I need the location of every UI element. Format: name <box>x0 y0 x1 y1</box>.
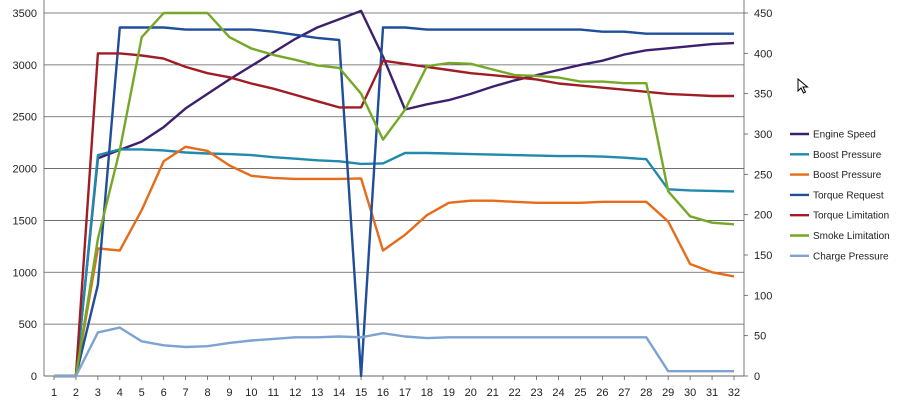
x-axis-ticks: 1 2 3 4 5 6 7 8 9 10 11 12 13 14 15 16 17 18 19 20 21 22 23 24 2… <box>51 376 740 399</box>
y-right-tick-label: 0 <box>754 371 760 383</box>
legend: Engine Speed Boost Pressure Boost Pressure… <box>790 130 890 262</box>
y-right-tick-label: 350 <box>754 89 772 101</box>
series-line-2 <box>54 148 735 378</box>
x-tick-label: 18 <box>421 387 433 399</box>
y-right-tick-label: 300 <box>754 129 772 141</box>
x-tick-label: 7 <box>183 387 189 399</box>
x-tick-label: 11 <box>268 387 279 399</box>
y-left-tick-label: 2500 <box>13 112 37 124</box>
x-tick-label: 1 <box>51 387 57 399</box>
mouse-cursor-icon <box>797 78 809 94</box>
x-tick-label: 24 <box>552 387 564 399</box>
x-tick-label: 28 <box>640 387 652 399</box>
y-left-tick-label: 3000 <box>13 60 37 72</box>
y-right-tick-label: 200 <box>754 210 772 222</box>
y-left-tick-label: 500 <box>19 319 37 331</box>
y-left-tick-label: 2000 <box>13 164 37 176</box>
x-tick-label: 8 <box>204 387 210 399</box>
y-right-tick-label: 50 <box>754 331 766 343</box>
x-tick-label: 29 <box>662 387 674 399</box>
x-tick-label: 5 <box>139 387 145 399</box>
y-right-tick-label: 100 <box>754 290 772 302</box>
y-left-tick-label: 0 <box>31 371 37 383</box>
y-axis-right-ticks: 0 50 100 150 200 250 300 350 400 450 <box>754 8 772 383</box>
y-left-tick-label: 3500 <box>13 8 37 20</box>
x-tick-label: 27 <box>618 387 630 399</box>
x-tick-label: 15 <box>355 387 367 399</box>
series-line-3 <box>54 145 735 378</box>
x-tick-label: 31 <box>706 387 718 399</box>
y-right-tick-label: 250 <box>754 169 772 181</box>
x-tick-label: 26 <box>596 387 608 399</box>
series-line-1 <box>54 9 735 378</box>
x-tick-label: 3 <box>95 387 101 399</box>
legend-label: Smoke Limitation <box>813 231 890 242</box>
x-tick-label: 25 <box>574 387 586 399</box>
x-tick-label: 23 <box>530 387 542 399</box>
x-tick-label: 14 <box>333 387 345 399</box>
x-tick-label: 12 <box>289 387 301 399</box>
series-lines <box>54 9 735 378</box>
x-tick-label: 9 <box>226 387 232 399</box>
x-tick-label: 21 <box>487 387 499 399</box>
y-left-tick-label: 1500 <box>13 215 37 227</box>
legend-label: Charge Pressure <box>813 251 889 262</box>
x-tick-label: 32 <box>728 387 740 399</box>
x-tick-label: 6 <box>161 387 167 399</box>
y-right-tick-label: 450 <box>754 8 772 20</box>
x-tick-label: 13 <box>311 387 323 399</box>
y-left-tick-label: 1000 <box>13 267 37 279</box>
x-tick-label: 19 <box>443 387 455 399</box>
x-tick-label: 4 <box>117 387 123 399</box>
x-tick-label: 16 <box>377 387 389 399</box>
series-line-6 <box>54 11 735 378</box>
legend-label: Torque Limitation <box>813 211 889 222</box>
legend-label: Engine Speed <box>813 130 876 141</box>
series-line-4 <box>54 26 734 378</box>
legend-label: Torque Request <box>813 190 884 201</box>
y-right-tick-label: 150 <box>754 250 772 262</box>
legend-label: Boost Pressure <box>813 170 882 181</box>
x-tick-label: 30 <box>684 387 696 399</box>
legend-label: Boost Pressure <box>813 150 882 161</box>
x-tick-label: 17 <box>399 387 411 399</box>
axes <box>43 0 748 377</box>
x-tick-label: 20 <box>465 387 477 399</box>
series-line-5 <box>54 52 734 378</box>
x-tick-label: 10 <box>245 387 257 399</box>
y-right-tick-label: 400 <box>754 48 772 60</box>
y-axis-left-ticks: 0 500 1000 1500 2000 2500 3000 3500 <box>13 8 37 383</box>
x-tick-label: 2 <box>73 387 79 399</box>
x-tick-label: 22 <box>509 387 521 399</box>
series-line-7 <box>54 326 734 378</box>
